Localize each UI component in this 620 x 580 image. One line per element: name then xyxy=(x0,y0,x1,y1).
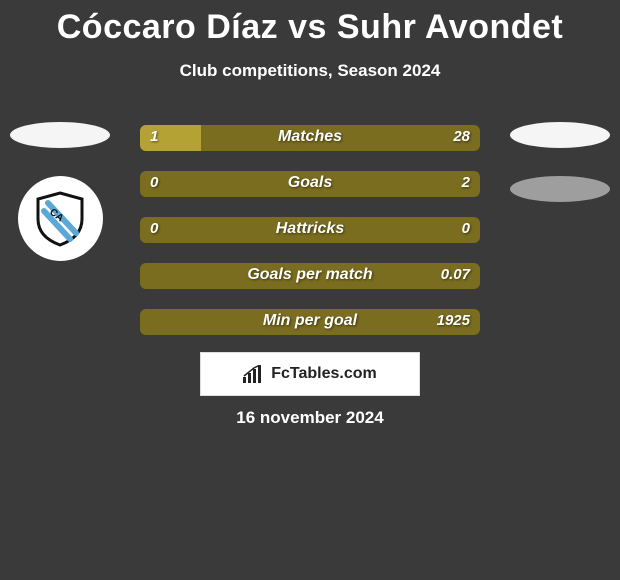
stat-label: Goals per match xyxy=(140,266,480,284)
club-avatar-placeholder xyxy=(510,176,610,202)
stat-bars: 1 Matches 28 0 Goals 2 0 Hattricks 0 Goa… xyxy=(140,125,480,355)
right-player-column xyxy=(510,122,610,230)
club-badge-cerro: CA xyxy=(18,176,103,261)
brand-box: FcTables.com xyxy=(200,352,420,396)
stat-label: Hattricks xyxy=(140,220,480,238)
stat-row-min-per-goal: Min per goal 1925 xyxy=(140,309,480,335)
stat-label: Goals xyxy=(140,174,480,192)
stat-value-right: 0.07 xyxy=(441,266,470,283)
subtitle: Club competitions, Season 2024 xyxy=(0,61,620,81)
stat-label: Matches xyxy=(140,128,480,146)
player-avatar-placeholder xyxy=(510,122,610,148)
stat-row-matches: 1 Matches 28 xyxy=(140,125,480,151)
chart-icon xyxy=(243,365,265,383)
date-line: 16 november 2024 xyxy=(0,408,620,428)
player-avatar-placeholder xyxy=(10,122,110,148)
shield-icon: CA xyxy=(30,189,90,249)
stat-label: Min per goal xyxy=(140,312,480,330)
stat-row-goals: 0 Goals 2 xyxy=(140,171,480,197)
stat-row-hattricks: 0 Hattricks 0 xyxy=(140,217,480,243)
page-title: Cóccaro Díaz vs Suhr Avondet xyxy=(0,0,620,47)
stat-value-right: 0 xyxy=(462,220,470,237)
left-player-column: CA xyxy=(10,122,110,261)
stat-row-goals-per-match: Goals per match 0.07 xyxy=(140,263,480,289)
stat-value-right: 2 xyxy=(462,174,470,191)
stat-value-right: 28 xyxy=(453,128,470,145)
stat-value-right: 1925 xyxy=(437,312,470,329)
brand-text: FcTables.com xyxy=(271,365,377,383)
